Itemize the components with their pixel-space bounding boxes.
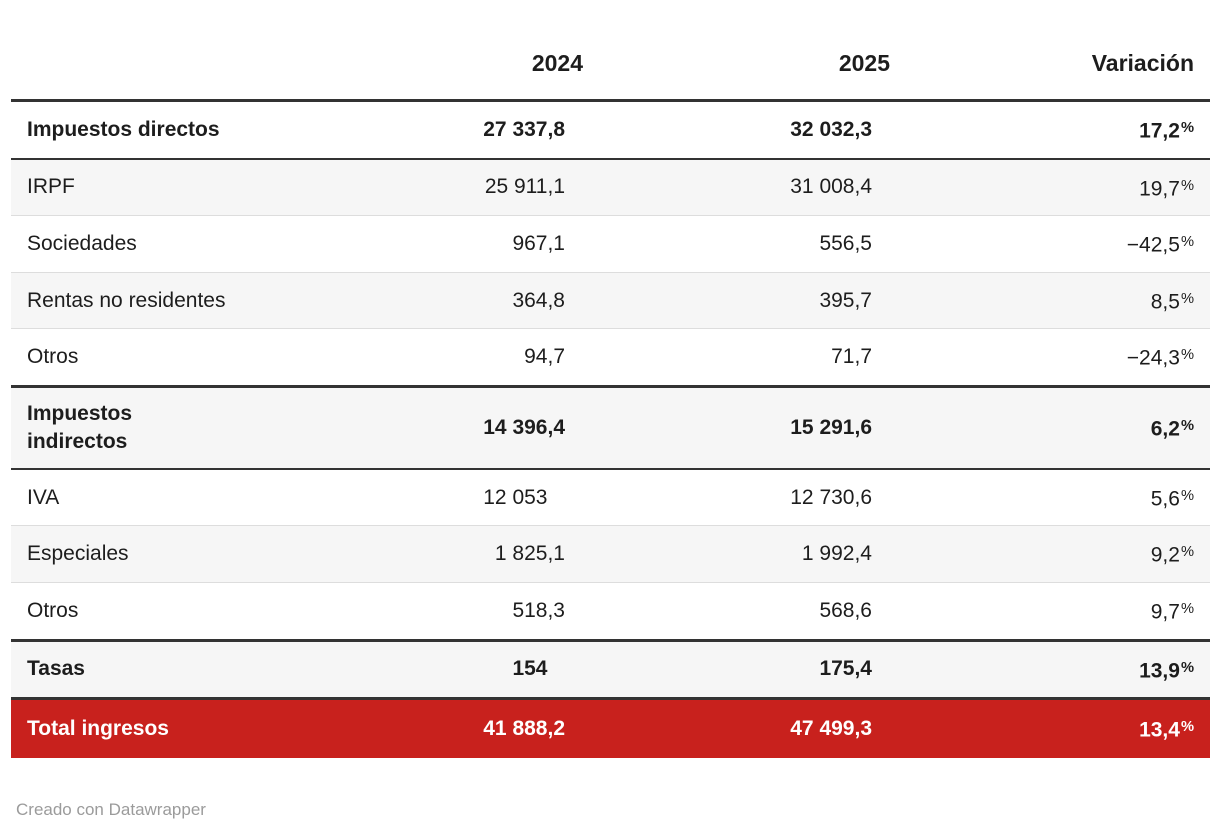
cell-2025: 15 291,6: [595, 384, 902, 470]
row-label: IRPF: [11, 158, 341, 216]
row-label: Sociedades: [11, 215, 341, 273]
cell-2024: 154,0: [341, 638, 595, 700]
percent-sign: %: [1180, 177, 1194, 194]
cell-variacion: 13,9%: [902, 638, 1210, 700]
cell-2024: 364,8: [341, 271, 595, 329]
row-label: Rentas no residentes: [11, 271, 341, 329]
cell-variacion: 13,4%: [902, 697, 1210, 758]
cell-2025: 1 992,4: [595, 525, 902, 583]
cell-2025: 47 499,3: [595, 697, 902, 758]
cell-2025: 175,4: [595, 638, 902, 700]
row-label: IVA: [11, 468, 341, 526]
table-body: Impuestos directos 27 337,8 32 032,3 17,2% I…: [11, 98, 1210, 758]
cell-2024: 25 911,1: [341, 158, 595, 216]
cell-2024: 94,7: [341, 328, 595, 387]
cell-variacion: 9,7%: [902, 582, 1210, 641]
cell-variacion: 9,2%: [902, 525, 1210, 583]
row-label: Tasas: [11, 638, 341, 700]
cell-2025: 568,6: [595, 582, 902, 641]
row-label: Total ingresos: [11, 697, 341, 758]
table-row: Rentas no residentes 364,8 395,7 8,5%: [11, 271, 1210, 329]
percent-sign: %: [1180, 418, 1194, 435]
table-header: 2024 2025 Variación: [11, 35, 1210, 102]
percent-sign: %: [1180, 544, 1194, 561]
percent-sign: %: [1180, 719, 1194, 736]
row-label: Especiales: [11, 525, 341, 583]
cell-2025: 556,5: [595, 215, 902, 273]
cell-variacion: −24,3%: [902, 328, 1210, 387]
row-label: Otros: [11, 328, 341, 387]
percent-sign: %: [1180, 347, 1194, 364]
cell-2025: 71,7: [595, 328, 902, 387]
cell-2025: 395,7: [595, 271, 902, 329]
cell-2024: 518,3: [341, 582, 595, 641]
datawrapper-credit-link[interactable]: Creado con Datawrapper: [16, 799, 206, 819]
column-header-label: [11, 35, 341, 102]
cell-2024: 27 337,8: [341, 98, 595, 160]
table-row: IRPF 25 911,1 31 008,4 19,7%: [11, 158, 1210, 216]
cell-2025: 12 730,6: [595, 468, 902, 526]
cell-variacion: −42,5%: [902, 215, 1210, 273]
cell-variacion: 5,6%: [902, 468, 1210, 526]
row-label: Otros: [11, 582, 341, 641]
revenue-table: 2024 2025 Variación Impuestos directos 27 3…: [11, 35, 1210, 758]
percent-sign: %: [1180, 487, 1194, 504]
cell-variacion: 6,2%: [902, 384, 1210, 470]
cell-2025: 31 008,4: [595, 158, 902, 216]
percent-sign: %: [1180, 234, 1194, 251]
cell-variacion: 17,2%: [902, 98, 1210, 160]
column-header-var: Variación: [902, 35, 1210, 102]
row-label: Impuestos indirectos: [11, 384, 341, 470]
cell-2024: 41 888,2: [341, 697, 595, 758]
table-row: Especiales 1 825,1 1 992,4 9,2%: [11, 525, 1210, 583]
cell-2024: 12 053,0: [341, 468, 595, 526]
total-row: Total ingresos 41 888,2 47 499,3 13,4%: [11, 697, 1210, 758]
section-row: Impuestos indirectos 14 396,4 15 291,6 6,2%: [11, 384, 1210, 470]
cell-2024: 967,1: [341, 215, 595, 273]
section-row: Impuestos directos 27 337,8 32 032,3 17,2%: [11, 98, 1210, 160]
table-row: Otros 518,3 568,6 9,7%: [11, 582, 1210, 641]
column-header-y2025: 2025: [595, 35, 902, 102]
table-row: Sociedades 967,1 556,5 −42,5%: [11, 215, 1210, 273]
cell-2024: 1 825,1: [341, 525, 595, 583]
table-header-row: 2024 2025 Variación: [11, 35, 1210, 102]
cell-2024: 14 396,4: [341, 384, 595, 470]
cell-2025: 32 032,3: [595, 98, 902, 160]
column-header-y2024: 2024: [341, 35, 595, 102]
percent-sign: %: [1180, 601, 1194, 618]
cell-variacion: 19,7%: [902, 158, 1210, 216]
table-row: Otros 94,7 71,7 −24,3%: [11, 328, 1210, 387]
percent-sign: %: [1180, 290, 1194, 307]
percent-sign: %: [1180, 659, 1194, 676]
cell-variacion: 8,5%: [902, 271, 1210, 329]
row-label: Impuestos directos: [11, 98, 341, 160]
percent-sign: %: [1180, 120, 1194, 136]
